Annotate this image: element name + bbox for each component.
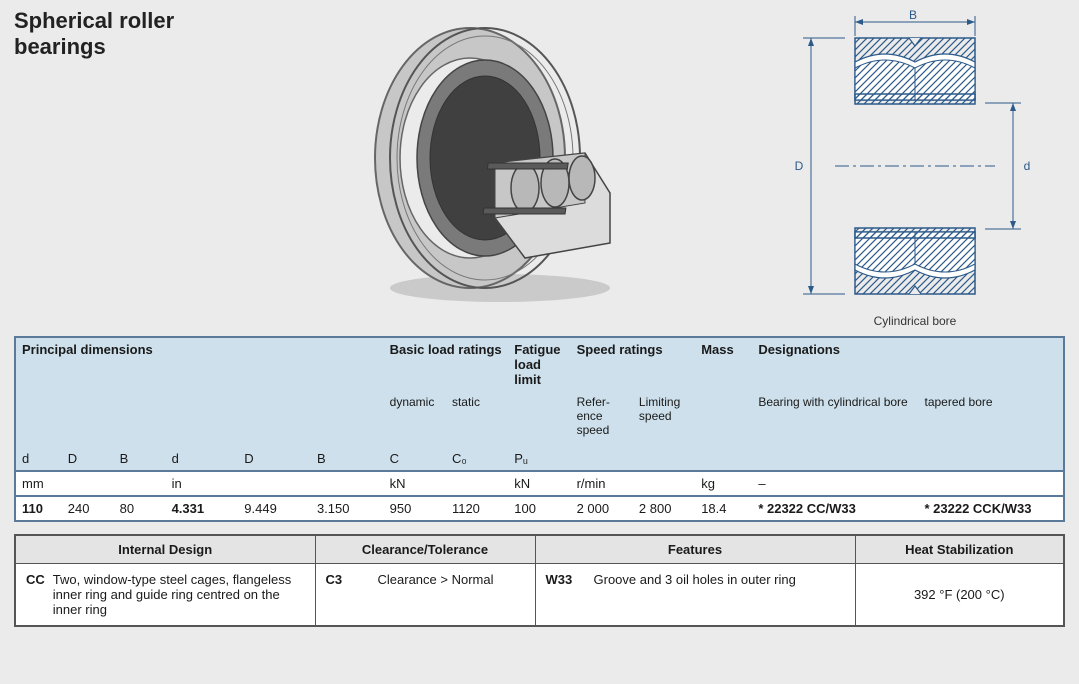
hdr-desig: Designations [752,337,1064,391]
unit-mm: mm [15,471,62,496]
sub-desig-tap: tapered bore [918,391,1064,441]
val-C: 950 [384,496,446,521]
internal-code: CC [26,572,45,617]
val-B-in: 3.150 [311,496,384,521]
sym-D: D [62,441,114,471]
unit-kg: kg [695,471,752,496]
sym-d2: d [166,441,239,471]
dim-b-label: B [909,8,917,22]
unit-in: in [166,471,239,496]
bearing-render [254,8,725,308]
unit-kN1: kN [384,471,446,496]
dim-D-label: D [795,159,804,173]
clearance-code: C3 [326,572,364,587]
sub-dynamic: dynamic [384,391,446,441]
heat-value: 392 °F (200 °C) [855,564,1064,627]
val-desig-cyl: * 22322 CC/W33 [752,496,918,521]
sym-D2: D [238,441,311,471]
features-code: W33 [546,572,584,587]
sub-ref-speed: Refer-ence speed [571,391,633,441]
bt-hdr-internal: Internal Design [15,535,315,564]
sub-desig-cyl: Bearing with cylindrical bore [752,391,918,441]
sub-static: static [446,391,508,441]
hdr-basic-load: Basic load ratings [384,337,509,391]
bt-hdr-clearance: Clearance/Tolerance [315,535,535,564]
unit-rmin: r/min [571,471,633,496]
clearance-desc: Clearance > Normal [378,572,494,587]
bt-hdr-heat: Heat Stabilization [855,535,1064,564]
val-C0: 1120 [446,496,508,521]
val-lim-speed: 2 800 [633,496,695,521]
schematic-caption: Cylindrical bore [874,314,957,328]
sym-Pu: Pᵤ [508,441,570,471]
val-desig-tap: * 23222 CCK/W33 [918,496,1064,521]
val-B-mm: 80 [114,496,166,521]
page-title: Spherical roller bearings [14,8,214,60]
features-desc: Groove and 3 oil holes in outer ring [594,572,796,587]
val-d-in: 4.331 [166,496,239,521]
hdr-principal: Principal dimensions [15,337,384,391]
val-ref-speed: 2 000 [571,496,633,521]
details-table: Internal Design Clearance/Tolerance Feat… [14,534,1065,627]
val-D-in: 9.449 [238,496,311,521]
sym-B: B [114,441,166,471]
hdr-fatigue: Fatigue load limit [508,337,570,391]
unit-dash: – [752,471,918,496]
sym-C: C [384,441,446,471]
schematic-drawing: B D d [785,8,1045,308]
bt-hdr-features: Features [535,535,855,564]
hdr-speed: Speed ratings [571,337,696,391]
val-D-mm: 240 [62,496,114,521]
sym-d: d [15,441,62,471]
sym-B2: B [311,441,384,471]
hdr-mass: Mass [695,337,752,391]
sub-lim-speed: Limiting speed [633,391,695,441]
val-mass: 18.4 [695,496,752,521]
val-d-mm: 110 [15,496,62,521]
dim-d-label: d [1024,159,1031,173]
internal-desc: Two, window-type steel cages, flangeless… [53,572,305,617]
sym-C0: C₀ [446,441,508,471]
unit-kN2: kN [508,471,570,496]
val-Pu: 100 [508,496,570,521]
spec-table: Principal dimensions Basic load ratings … [14,336,1065,522]
